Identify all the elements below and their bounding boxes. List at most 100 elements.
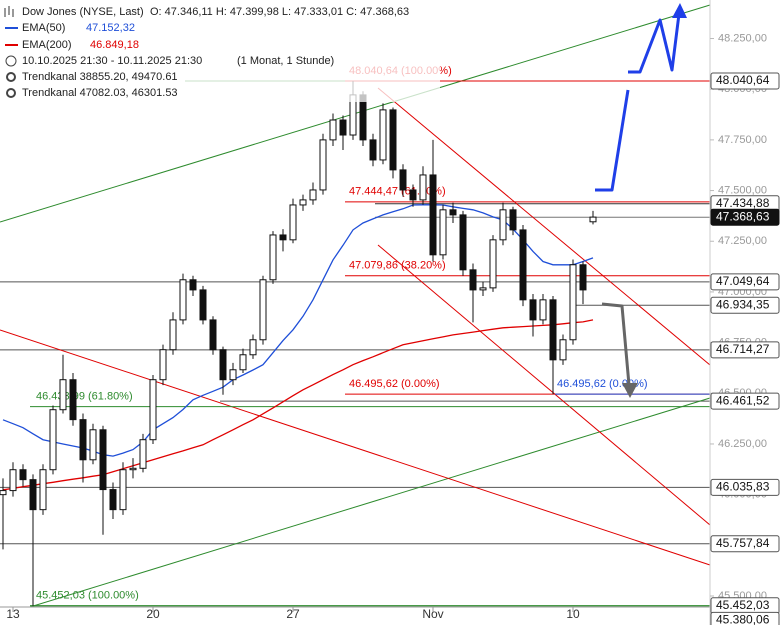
- candle-body: [509, 209, 517, 231]
- candle-body: [109, 489, 117, 511]
- level-box: [710, 341, 780, 359]
- y-tick-label: 46.250,00: [718, 438, 767, 450]
- fib-label: 45.452,03 (100.00%): [36, 590, 139, 602]
- y-tick-label: 47.750,00: [718, 134, 767, 146]
- candle-body: [449, 209, 457, 216]
- candle-body: [29, 479, 37, 511]
- candle-body: [179, 279, 187, 321]
- candle-body: [229, 369, 237, 381]
- level-box: [710, 392, 780, 410]
- candle-body: [159, 349, 167, 381]
- candle-body: [569, 264, 577, 341]
- level-label: 45.380,06: [716, 612, 770, 625]
- ohlc-values: O: 47.346,11 H: 47.399,98 L: 47.333,01 C…: [150, 6, 409, 18]
- candle-body: [49, 409, 57, 471]
- level-box: [710, 208, 780, 226]
- candle-body: [529, 299, 537, 321]
- fib-label: 46.433,99 (61.80%): [36, 391, 133, 403]
- candle-body: [19, 469, 27, 481]
- candle-body: [579, 264, 587, 291]
- candle-body: [399, 169, 407, 191]
- level-label: 47.434,88: [716, 196, 770, 210]
- level-label: 48.040,64: [716, 73, 770, 87]
- candle-body: [39, 469, 47, 511]
- candle-body: [369, 139, 377, 161]
- x-tick-label: 10: [566, 607, 580, 621]
- bear-arrow: [601, 302, 631, 386]
- candle-body: [9, 469, 17, 492]
- candle-body: [499, 209, 507, 241]
- candle-body: [119, 469, 127, 511]
- candle-body: [239, 354, 247, 371]
- candle-body: [189, 279, 197, 291]
- x-tick-label: 20: [146, 607, 160, 621]
- candle-body: [289, 204, 297, 241]
- candle-body: [259, 279, 267, 341]
- y-tick-label: 47.500,00: [718, 184, 767, 196]
- trend-channel: Trendkanal 38855.20, 49470.61: [22, 71, 178, 83]
- candle-body: [0, 490, 7, 496]
- candle-body: [519, 229, 527, 301]
- candle-body: [479, 287, 487, 291]
- fib-label: 46.495,62 (0.00%): [349, 378, 440, 390]
- x-tick-label: 27: [286, 607, 300, 621]
- level-label: 46.461,52: [716, 393, 770, 407]
- candle-body: [59, 379, 67, 411]
- level-box: [710, 296, 780, 314]
- level-box: [710, 478, 780, 496]
- arrow-head: [622, 383, 638, 398]
- candle-body: [199, 289, 207, 321]
- level-box: [710, 273, 780, 291]
- fib-label: 47.079,86 (38.20%): [349, 260, 446, 272]
- level-label: 47.049,64: [716, 274, 770, 288]
- legend: Dow Jones (NYSE, Last) O: 47.346,11 H: 4…: [0, 0, 440, 102]
- candle-body: [439, 209, 447, 256]
- candle-body: [99, 429, 107, 491]
- candle-body: [319, 139, 327, 191]
- instrument-name: Dow Jones (NYSE, Last): [22, 6, 144, 18]
- candle-body: [149, 379, 157, 441]
- candle-body: [89, 429, 97, 461]
- x-tick-label: Nov: [422, 607, 443, 621]
- period: 10.10.2025 21:30 - 10.11.2025 21:30: [22, 55, 202, 67]
- candle-body: [409, 189, 417, 201]
- y-tick-label: 47.250,00: [718, 235, 767, 247]
- candle-body: [489, 239, 497, 289]
- level-label: 46.714,27: [716, 342, 770, 356]
- candle-body: [589, 216, 597, 223]
- trend-line: [0, 329, 711, 566]
- period-note: (1 Monat, 1 Stunde): [237, 55, 334, 67]
- chart-icon: [4, 6, 14, 17]
- legend-value: 47.152,32: [86, 22, 135, 34]
- candle-body: [69, 379, 77, 421]
- trend-channel-lower: [29, 397, 711, 608]
- level-box: [710, 535, 780, 553]
- candle-body: [469, 269, 477, 291]
- candle-body: [269, 234, 277, 281]
- level-box: [710, 72, 780, 90]
- arrow-head: [672, 3, 687, 18]
- candle-body: [419, 174, 427, 201]
- y-tick-label: 48.250,00: [718, 32, 767, 44]
- candle-body: [139, 439, 147, 469]
- level-label: 45.452,03: [716, 598, 770, 612]
- clock-icon: [5, 55, 17, 67]
- drawing-icon: [6, 88, 16, 98]
- trend-channel: Trendkanal 47082.03, 46301.53: [22, 87, 178, 99]
- drawing-icon: [6, 72, 16, 82]
- legend-label: EMA(200): [22, 39, 72, 51]
- level-label: 46.035,83: [716, 480, 770, 494]
- candle-body: [389, 109, 397, 171]
- candle-body: [549, 299, 557, 361]
- candle-body: [339, 119, 347, 136]
- level-box: [710, 611, 780, 625]
- bull-arrow: [595, 89, 630, 192]
- candle-body: [279, 234, 287, 241]
- legend-label: EMA(50): [22, 22, 65, 34]
- candle-body: [219, 349, 227, 381]
- level-label: 46.934,35: [716, 297, 770, 311]
- candle-body: [309, 189, 317, 201]
- legend-background: [0, 0, 440, 102]
